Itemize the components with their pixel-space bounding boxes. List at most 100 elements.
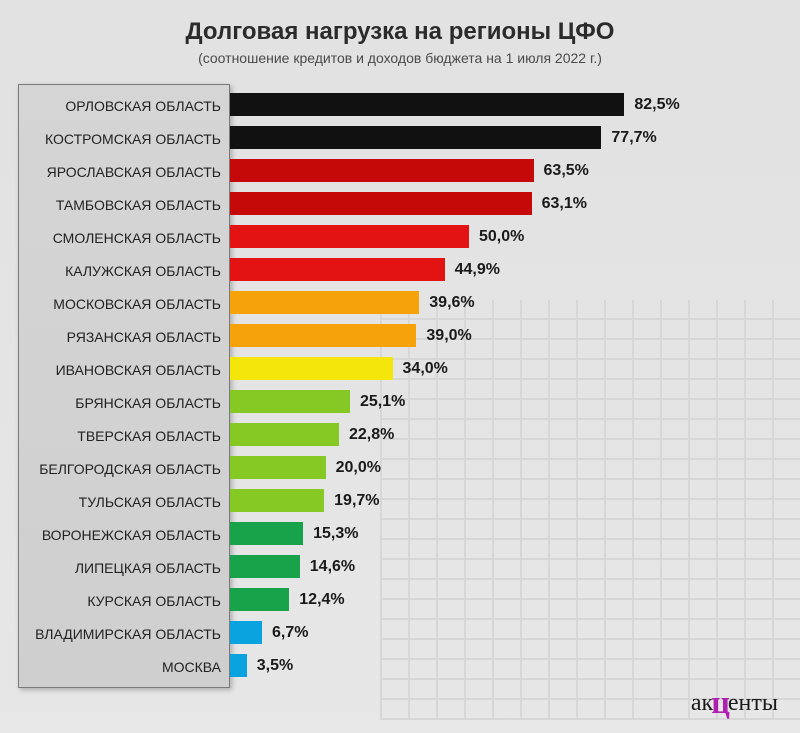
bar-value: 12,4%	[299, 591, 344, 609]
label-row: КУРСКАЯ ОБЛАСТЬ	[19, 584, 229, 617]
bar-row: 6,7%	[230, 616, 778, 649]
bar	[230, 555, 300, 578]
bar	[230, 588, 289, 611]
bar-value: 63,1%	[542, 195, 587, 213]
bar-row: 39,6%	[230, 286, 778, 319]
bar-value: 39,6%	[429, 294, 474, 312]
bar-value: 20,0%	[336, 459, 381, 477]
logo-text-accent: ц	[711, 685, 730, 722]
label-row: ИВАНОВСКАЯ ОБЛАСТЬ	[19, 353, 229, 386]
bar	[230, 192, 532, 215]
bar	[230, 291, 419, 314]
logo-text-suffix: енты	[728, 690, 778, 717]
label-row: СМОЛЕНСКАЯ ОБЛАСТЬ	[19, 221, 229, 254]
bar-row: 25,1%	[230, 385, 778, 418]
label-row: ВОРОНЕЖСКАЯ ОБЛАСТЬ	[19, 518, 229, 551]
bar-value: 14,6%	[310, 558, 355, 576]
bar-value: 39,0%	[426, 327, 471, 345]
bar-value: 25,1%	[360, 393, 405, 411]
region-label: КУРСКАЯ ОБЛАСТЬ	[19, 593, 229, 609]
bar-row: 44,9%	[230, 253, 778, 286]
region-label: БЕЛГОРОДСКАЯ ОБЛАСТЬ	[19, 461, 229, 477]
bar	[230, 456, 326, 479]
bar-row: 77,7%	[230, 121, 778, 154]
bar-value: 77,7%	[611, 129, 656, 147]
bar	[230, 159, 534, 182]
label-row: КОСТРОМСКАЯ ОБЛАСТЬ	[19, 122, 229, 155]
bar-row: 82,5%	[230, 88, 778, 121]
region-label: ОРЛОВСКАЯ ОБЛАСТЬ	[19, 98, 229, 114]
bar	[230, 390, 350, 413]
label-row: КАЛУЖСКАЯ ОБЛАСТЬ	[19, 254, 229, 287]
region-label: ТВЕРСКАЯ ОБЛАСТЬ	[19, 428, 229, 444]
bar-row: 63,5%	[230, 154, 778, 187]
bars-panel: 82,5% 77,7% 63,5% 63,1% 50,0% 44,9% 39,6% 39,0%…	[230, 88, 778, 682]
bar-row: 20,0%	[230, 451, 778, 484]
bar-row: 12,4%	[230, 583, 778, 616]
label-row: ЯРОСЛАВСКАЯ ОБЛАСТЬ	[19, 155, 229, 188]
bar-row: 34,0%	[230, 352, 778, 385]
logo-text-prefix: ак	[691, 690, 713, 717]
region-label: ЛИПЕЦКАЯ ОБЛАСТЬ	[19, 560, 229, 576]
region-label: МОСКВА	[19, 659, 229, 675]
logo: ак ц енты	[691, 682, 778, 719]
label-row: ТАМБОВСКАЯ ОБЛАСТЬ	[19, 188, 229, 221]
bar	[230, 621, 262, 644]
bar-value: 3,5%	[257, 657, 293, 675]
bar-value: 82,5%	[634, 96, 679, 114]
bar-row: 15,3%	[230, 517, 778, 550]
region-label: КАЛУЖСКАЯ ОБЛАСТЬ	[19, 263, 229, 279]
region-label: ТУЛЬСКАЯ ОБЛАСТЬ	[19, 494, 229, 510]
bar-value: 19,7%	[334, 492, 379, 510]
label-row: РЯЗАНСКАЯ ОБЛАСТЬ	[19, 320, 229, 353]
label-row: МОСКОВСКАЯ ОБЛАСТЬ	[19, 287, 229, 320]
bar-chart: ОРЛОВСКАЯ ОБЛАСТЬ КОСТРОМСКАЯ ОБЛАСТЬ ЯРОС…	[18, 84, 782, 686]
labels-panel: ОРЛОВСКАЯ ОБЛАСТЬ КОСТРОМСКАЯ ОБЛАСТЬ ЯРОС…	[18, 84, 230, 688]
region-label: ВЛАДИМИРСКАЯ ОБЛАСТЬ	[19, 626, 229, 642]
region-label: ЯРОСЛАВСКАЯ ОБЛАСТЬ	[19, 164, 229, 180]
region-label: БРЯНСКАЯ ОБЛАСТЬ	[19, 395, 229, 411]
region-label: ТАМБОВСКАЯ ОБЛАСТЬ	[19, 197, 229, 213]
bar-row: 22,8%	[230, 418, 778, 451]
bar-row: 19,7%	[230, 484, 778, 517]
region-label: КОСТРОМСКАЯ ОБЛАСТЬ	[19, 131, 229, 147]
bar-row: 14,6%	[230, 550, 778, 583]
bar-row: 39,0%	[230, 319, 778, 352]
label-row: ВЛАДИМИРСКАЯ ОБЛАСТЬ	[19, 617, 229, 650]
label-row: МОСКВА	[19, 650, 229, 683]
label-row: ОРЛОВСКАЯ ОБЛАСТЬ	[19, 89, 229, 122]
label-row: ТВЕРСКАЯ ОБЛАСТЬ	[19, 419, 229, 452]
bar	[230, 93, 624, 116]
bar	[230, 324, 416, 347]
region-label: ИВАНОВСКАЯ ОБЛАСТЬ	[19, 362, 229, 378]
bar	[230, 258, 445, 281]
chart-subtitle: (соотношение кредитов и доходов бюджета …	[18, 50, 782, 66]
bar-value: 22,8%	[349, 426, 394, 444]
bar-value: 50,0%	[479, 228, 524, 246]
bar-row: 50,0%	[230, 220, 778, 253]
bar-value: 34,0%	[403, 360, 448, 378]
chart-title: Долговая нагрузка на регионы ЦФО	[18, 18, 782, 46]
region-label: ВОРОНЕЖСКАЯ ОБЛАСТЬ	[19, 527, 229, 543]
bar	[230, 357, 393, 380]
bar-row: 3,5%	[230, 649, 778, 682]
label-row: ЛИПЕЦКАЯ ОБЛАСТЬ	[19, 551, 229, 584]
bar-value: 6,7%	[272, 624, 308, 642]
bar	[230, 225, 469, 248]
label-row: ТУЛЬСКАЯ ОБЛАСТЬ	[19, 485, 229, 518]
bar	[230, 126, 601, 149]
chart-container: Долговая нагрузка на регионы ЦФО (соотно…	[0, 0, 800, 686]
bar	[230, 654, 247, 677]
region-label: РЯЗАНСКАЯ ОБЛАСТЬ	[19, 329, 229, 345]
bar	[230, 522, 303, 545]
region-label: СМОЛЕНСКАЯ ОБЛАСТЬ	[19, 230, 229, 246]
label-row: БРЯНСКАЯ ОБЛАСТЬ	[19, 386, 229, 419]
label-row: БЕЛГОРОДСКАЯ ОБЛАСТЬ	[19, 452, 229, 485]
bar-value: 15,3%	[313, 525, 358, 543]
bar	[230, 423, 339, 446]
bar-row: 63,1%	[230, 187, 778, 220]
region-label: МОСКОВСКАЯ ОБЛАСТЬ	[19, 296, 229, 312]
bar-value: 44,9%	[455, 261, 500, 279]
bar	[230, 489, 324, 512]
bar-value: 63,5%	[544, 162, 589, 180]
